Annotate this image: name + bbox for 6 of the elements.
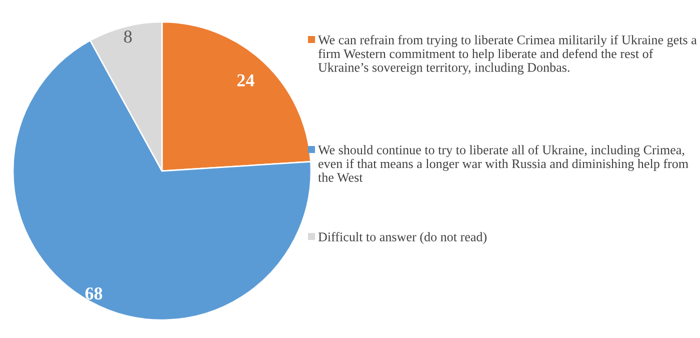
legend-label: We can refrain from trying to liberate Crimea militarily if Ukraine gets a firm Western commitment to help liberate and defend the rest of Ukraine’s sovereign territory, including Donbas. <box>318 35 697 75</box>
data-label: 8 <box>124 30 132 43</box>
legend-label: Difficult to answer (do not read) <box>318 232 486 244</box>
legend-label: We should continue to try to liberate all of Ukraine, including Crimea, even if that means a longer war with Russia and diminishing help from the West <box>318 145 688 182</box>
data-label: 68 <box>85 287 102 300</box>
data-label: 24 <box>237 74 254 86</box>
